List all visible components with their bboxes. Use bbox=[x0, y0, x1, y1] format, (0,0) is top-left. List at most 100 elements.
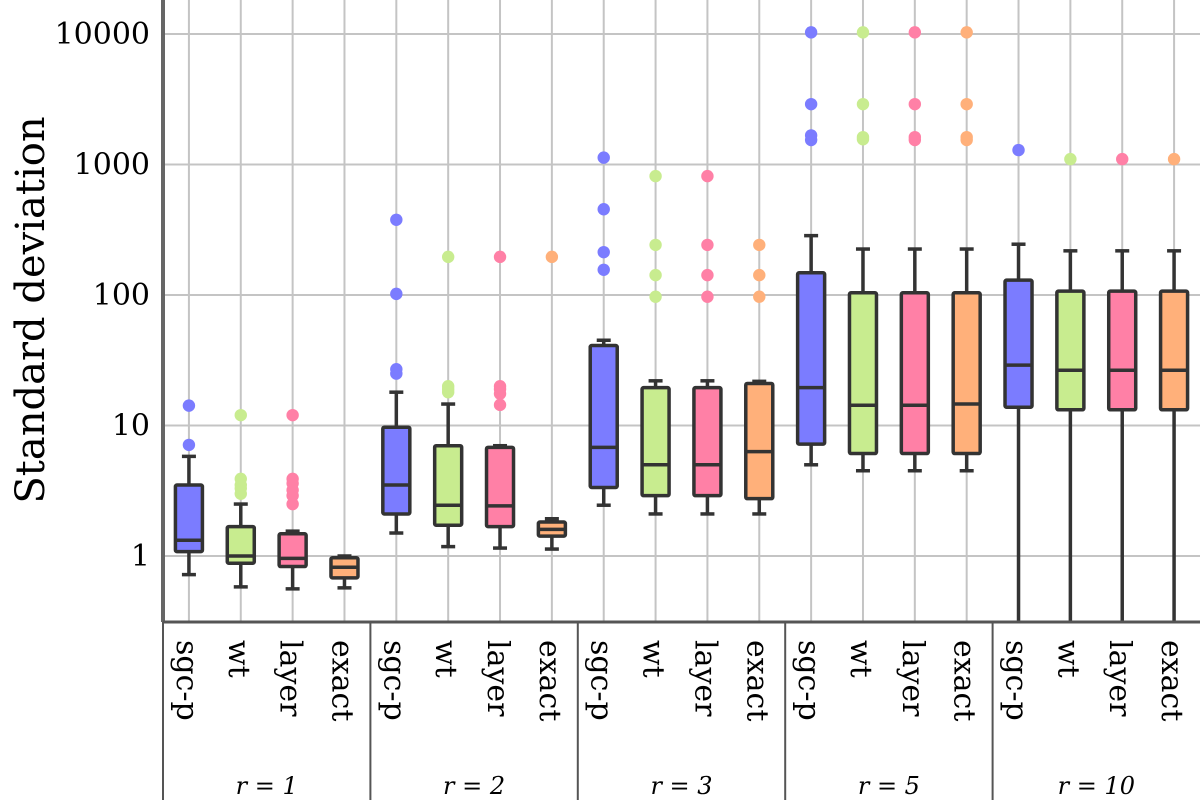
outlier-point bbox=[545, 250, 559, 264]
outlier-point bbox=[960, 26, 973, 39]
y-tick-label: 10000 bbox=[55, 17, 150, 52]
box-layer bbox=[484, 445, 516, 529]
box-sgc-p bbox=[381, 425, 412, 516]
category-label: wt bbox=[221, 640, 256, 678]
box-exact bbox=[1158, 289, 1190, 412]
category-label: wt bbox=[843, 640, 878, 678]
outlier-point bbox=[856, 97, 870, 111]
outlier-point bbox=[493, 398, 507, 412]
outlier-point bbox=[1064, 152, 1077, 166]
outlier-point bbox=[597, 151, 610, 164]
category-label: sgc-p bbox=[999, 640, 1034, 721]
outlier-point bbox=[234, 472, 247, 486]
category-label: layer bbox=[895, 640, 930, 717]
group-label: r = 10 bbox=[1058, 772, 1135, 800]
outlier-point bbox=[1116, 152, 1129, 166]
box-layer bbox=[1106, 289, 1138, 412]
outlier-point bbox=[804, 26, 818, 39]
group-label: r = 3 bbox=[650, 772, 712, 800]
outlier-point bbox=[753, 238, 766, 252]
outlier-point bbox=[182, 399, 196, 412]
axes bbox=[161, 0, 1200, 800]
box-wt bbox=[640, 385, 671, 498]
box-sgc-p bbox=[173, 483, 205, 554]
outlier-point bbox=[701, 238, 714, 252]
outlier-point bbox=[856, 130, 870, 144]
outlier-point bbox=[390, 287, 403, 301]
y-axis-label: Standard deviation bbox=[8, 116, 54, 503]
category-label: sgc-p bbox=[584, 640, 619, 721]
category-label: exact bbox=[739, 640, 774, 721]
box-wt bbox=[225, 524, 257, 565]
group-label: r = 2 bbox=[443, 772, 505, 800]
outlier-point bbox=[597, 245, 610, 259]
category-label: sgc-p bbox=[791, 640, 826, 721]
outlier-point bbox=[390, 363, 403, 376]
outlier-point bbox=[753, 268, 766, 282]
category-label: layer bbox=[687, 640, 722, 717]
outlier-point bbox=[597, 263, 610, 276]
outlier-point bbox=[649, 238, 662, 252]
box-layer bbox=[277, 532, 308, 569]
outlier-point bbox=[1012, 143, 1025, 157]
group-label: r = 5 bbox=[858, 772, 920, 800]
outlier-point bbox=[493, 380, 507, 393]
category-label: exact bbox=[1154, 640, 1189, 721]
outlier-point bbox=[649, 169, 662, 183]
y-tick-label: 1 bbox=[131, 539, 150, 574]
box-wt bbox=[432, 443, 464, 528]
box-sgc-p bbox=[795, 271, 827, 446]
outlier-point bbox=[960, 130, 973, 144]
category-label: exact bbox=[532, 640, 567, 721]
outlier-point bbox=[804, 97, 818, 111]
category-label: wt bbox=[1050, 640, 1085, 678]
category-label: layer bbox=[273, 640, 308, 717]
outlier-point bbox=[701, 268, 714, 282]
outlier-point bbox=[960, 97, 973, 111]
outlier-point bbox=[234, 408, 247, 422]
outlier-point bbox=[908, 97, 922, 111]
outlier-point bbox=[701, 169, 714, 183]
outlier-point bbox=[649, 290, 662, 303]
outlier-point bbox=[286, 472, 299, 486]
category-label: layer bbox=[480, 640, 515, 717]
outlier-point bbox=[856, 26, 870, 39]
outlier-point bbox=[390, 213, 403, 226]
category-label: wt bbox=[428, 640, 463, 678]
box-wt bbox=[1055, 289, 1086, 412]
category-label: sgc-p bbox=[376, 640, 411, 721]
y-tick-label: 1000 bbox=[74, 148, 150, 183]
outlier-point bbox=[753, 290, 766, 303]
outlier-point bbox=[597, 203, 610, 216]
outlier-point bbox=[804, 129, 818, 142]
outlier-point bbox=[908, 26, 922, 39]
category-label: sgc-p bbox=[169, 640, 204, 721]
box-sgc-p bbox=[1003, 278, 1034, 409]
outlier-point bbox=[441, 380, 455, 393]
y-tick-label: 100 bbox=[93, 278, 150, 313]
outlier-point bbox=[1167, 152, 1181, 166]
outlier-point bbox=[182, 438, 196, 452]
category-label: exact bbox=[324, 640, 359, 721]
category-label: layer bbox=[1102, 640, 1137, 717]
outlier-point bbox=[649, 268, 662, 282]
box-layer bbox=[692, 385, 723, 498]
outlier-point bbox=[908, 130, 922, 144]
group-label: r = 1 bbox=[236, 772, 298, 800]
box-layer bbox=[899, 291, 931, 456]
box-exact bbox=[951, 291, 982, 456]
grid bbox=[163, 0, 1200, 622]
box-exact bbox=[744, 381, 775, 501]
outlier-point bbox=[286, 408, 299, 422]
category-label: exact bbox=[947, 640, 982, 721]
box-sgc-p bbox=[588, 343, 619, 490]
outlier-point bbox=[441, 250, 455, 264]
box-wt bbox=[847, 291, 879, 456]
category-label: wt bbox=[636, 640, 671, 678]
outlier-point bbox=[493, 250, 507, 264]
outlier-point bbox=[701, 290, 714, 303]
y-tick-label: 10 bbox=[112, 409, 150, 444]
boxes bbox=[173, 26, 1190, 622]
